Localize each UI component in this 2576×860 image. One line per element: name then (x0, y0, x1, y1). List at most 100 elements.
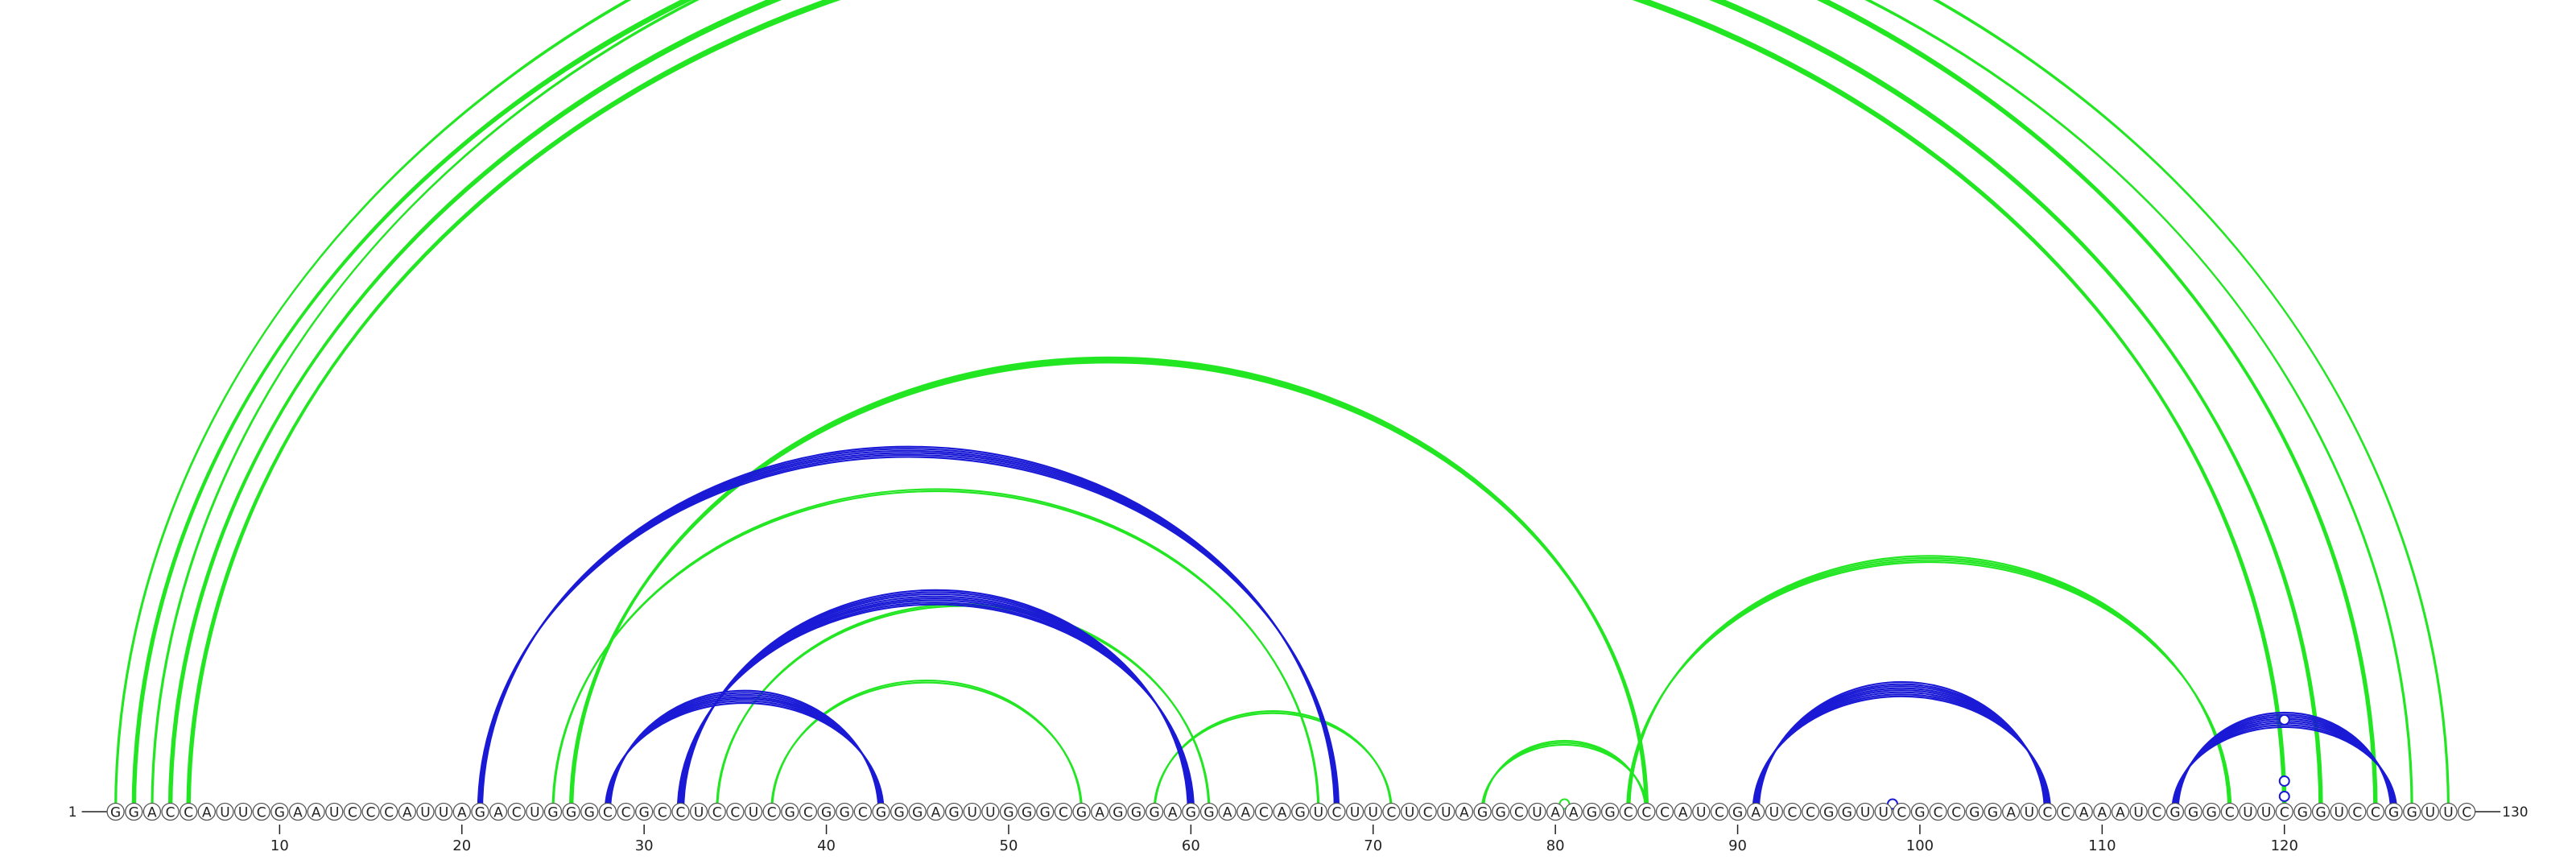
nucleotide-123 (2330, 802, 2348, 821)
arc-blue-91-107-1 (1752, 693, 2051, 812)
nucleotide-label-81: A (1569, 805, 1579, 821)
nucleotide-49 (981, 802, 1000, 821)
nucleotide-label-109: A (2079, 805, 2089, 821)
nucleotide-121 (2293, 802, 2312, 821)
nucleotide-50 (999, 802, 1018, 821)
arc-blue-21-68-0 (477, 456, 1340, 812)
nucleotide-label-18: U (420, 805, 430, 821)
nucleotide-label-98: U (1878, 805, 1888, 821)
nucleotide-104 (1984, 802, 2002, 821)
nucleotide-label-19: U (439, 805, 448, 821)
nucleotide-45 (908, 802, 927, 821)
nucleotide-91 (1747, 802, 1765, 821)
nucleotide-126 (2384, 802, 2403, 821)
nucleotide-label-34: C (712, 805, 722, 821)
nucleotide-label-50: G (1003, 805, 1013, 821)
arc-blue-32-60-3 (679, 597, 1192, 812)
tick-label-110: 110 (2088, 837, 2116, 854)
arc-green-2-125-1 (132, 0, 2377, 812)
nucleotide-label-26: G (566, 805, 576, 821)
end-label: 130 (2502, 804, 2528, 821)
nucleotide-label-105: A (2006, 805, 2016, 821)
nucleotide-label-9: C (257, 805, 266, 821)
nucleotide-label-107: C (2043, 805, 2053, 821)
nucleotide-66 (1291, 802, 1310, 821)
nucleotide-32 (671, 802, 690, 821)
arc-green-25-67-1 (552, 488, 1319, 812)
nucleotide-label-12: A (312, 805, 321, 821)
nucleotide-label-76: G (1477, 805, 1488, 821)
nucleotide-43 (872, 802, 890, 821)
nucleotide-11 (288, 802, 308, 821)
nucleotide-label-115: G (2188, 805, 2198, 821)
nucleotide-label-116: G (2207, 805, 2217, 821)
nucleotide-label-123: U (2334, 805, 2343, 821)
nucleotide-label-44: G (894, 805, 905, 821)
nucleotide-label-8: U (238, 805, 248, 821)
nucleotide-28 (598, 802, 617, 821)
nucleotide-95 (1819, 802, 1838, 821)
nucleotide-label-79: U (1532, 805, 1542, 821)
nucleotide-21 (471, 802, 489, 821)
nucleotide-57 (1127, 802, 1146, 821)
nucleotide-25 (543, 802, 563, 821)
nucleotide-label-55: A (1095, 805, 1104, 821)
nucleotide-108 (2056, 802, 2075, 821)
nucleotide-label-124: C (2352, 805, 2362, 821)
arc-green-5-120-2 (188, 0, 2285, 812)
arc-blue-28-43-3 (606, 696, 882, 812)
nucleotide-96 (1838, 802, 1856, 821)
nucleotide-label-30: G (639, 805, 650, 821)
nucleotide-label-41: G (840, 805, 850, 821)
nucleotide-103 (1965, 802, 1984, 821)
arc-blue-32-60-1 (677, 602, 1195, 812)
nucleotide-label-97: U (1860, 805, 1870, 821)
nucleotide-label-16: C (384, 805, 394, 821)
arc-blue-21-68-4 (480, 448, 1337, 812)
nucleotide-label-46: A (931, 805, 941, 821)
nucleotide-46 (927, 802, 945, 821)
nucleotide-label-67: U (1314, 805, 1323, 821)
nucleotide-label-130: C (2462, 805, 2471, 821)
nucleotide-label-3: A (147, 805, 157, 821)
nucleotide-37 (762, 802, 781, 821)
nucleotide-label-25: G (547, 805, 558, 821)
nucleotide-label-54: G (1076, 805, 1087, 821)
nucleotide-6 (197, 802, 216, 821)
nucleotide-label-5: C (184, 805, 193, 821)
nucleotide-label-4: C (166, 805, 175, 821)
nucleotide-label-21: G (475, 805, 485, 821)
tick-label-40: 40 (817, 837, 836, 854)
nucleotide-label-14: C (348, 805, 357, 821)
nucleotide-label-56: G (1113, 805, 1123, 821)
nucleotide-62 (1218, 802, 1236, 821)
nucleotide-label-113: C (2152, 805, 2161, 821)
nucleotide-label-57: G (1131, 805, 1141, 821)
tick-label-30: 30 (635, 837, 654, 854)
arc-green-5-120-0 (186, 0, 2287, 812)
nucleotide-31 (653, 802, 671, 821)
nucleotide-label-40: G (821, 805, 832, 821)
nucleotide-label-48: U (967, 805, 976, 821)
nucleotide-72 (1400, 802, 1419, 821)
nucleotide-label-127: G (2407, 805, 2417, 821)
arc-blue-21-68-5 (481, 445, 1336, 812)
nucleotide-label-103: G (1969, 805, 1979, 821)
nucleotide-105 (2002, 802, 2021, 821)
nucleotide-label-121: G (2297, 805, 2308, 821)
nucleotide-61 (1199, 802, 1219, 821)
nucleotide-label-87: A (1678, 805, 1688, 821)
arc-blue-91-107-5 (1756, 685, 2048, 812)
arc-blue-28-43-4 (607, 693, 881, 812)
nucleotide-122 (2311, 802, 2330, 821)
nucleotide-label-23: C (512, 805, 522, 821)
nucleotide-label-96: G (1842, 805, 1852, 821)
nucleotide-label-86: C (1660, 805, 1670, 821)
nucleotide-19 (434, 802, 453, 821)
nucleotide-53 (1054, 802, 1073, 821)
nucleotide-70 (1364, 802, 1382, 821)
nucleotide-label-117: C (2225, 805, 2235, 821)
arc-blue-114-126-7 (2177, 711, 2392, 812)
